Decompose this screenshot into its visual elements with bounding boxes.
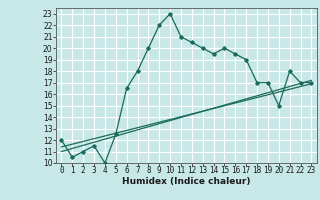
X-axis label: Humidex (Indice chaleur): Humidex (Indice chaleur) [122, 177, 251, 186]
